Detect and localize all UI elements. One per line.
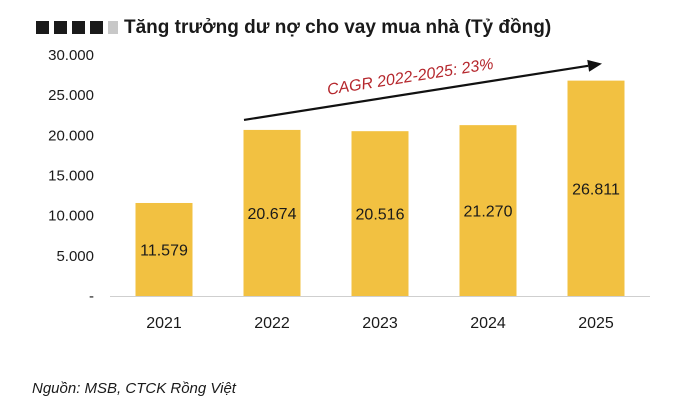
title-marker-square-4 <box>90 21 103 34</box>
bar-2024 <box>459 125 517 296</box>
y-tick-label: 25.000 <box>48 87 94 104</box>
bar-value-label: 21.270 <box>464 204 513 221</box>
title-marker-square-5 <box>108 21 118 34</box>
bar-value-label: 11.579 <box>140 242 188 259</box>
bar-2022 <box>243 129 301 296</box>
bar-2025 <box>567 80 625 296</box>
y-tick-label: - <box>89 288 94 305</box>
cagr-label: CAGR 2022-2025: 23% <box>326 56 495 99</box>
title-marker-square-1 <box>36 21 49 34</box>
x-tick-label: 2023 <box>362 315 398 332</box>
y-tick-label: 30.000 <box>48 47 94 64</box>
x-tick-label: 2022 <box>254 315 290 332</box>
source-note: Nguồn: MSB, CTCK Rồng Việt <box>32 380 237 397</box>
trend-arrow-head <box>587 59 602 72</box>
y-tick-label: 20.000 <box>48 127 94 144</box>
bar-value-label: 20.516 <box>356 207 405 224</box>
y-tick-label: 15.000 <box>48 168 94 185</box>
title-marker <box>36 21 118 34</box>
bar-2023 <box>351 131 409 296</box>
x-tick-label: 2024 <box>470 315 506 332</box>
trend-arrow <box>243 64 589 122</box>
bar-value-label: 20.674 <box>248 206 297 223</box>
x-tick-label: 2025 <box>578 315 614 332</box>
y-tick-label: 5.000 <box>56 248 94 265</box>
cagr-annotation: CAGR 2022-2025: 23% <box>243 56 602 122</box>
y-axis: - 5.000 10.000 15.000 20.000 25.000 30.000 <box>48 47 94 305</box>
title-marker-square-3 <box>72 21 85 34</box>
chart-title: Tăng trưởng dư nợ cho vay mua nhà (Tỷ đồ… <box>124 17 551 38</box>
y-tick-label: 10.000 <box>48 208 94 225</box>
bars: 11.579 20.674 20.516 21.270 26.811 <box>135 80 625 296</box>
title-marker-square-2 <box>54 21 67 34</box>
x-tick-label: 2021 <box>146 315 182 332</box>
bar-value-label: 26.811 <box>572 181 620 198</box>
bar-2021 <box>135 202 193 296</box>
x-axis: 2021 2022 2023 2024 2025 <box>146 315 614 332</box>
